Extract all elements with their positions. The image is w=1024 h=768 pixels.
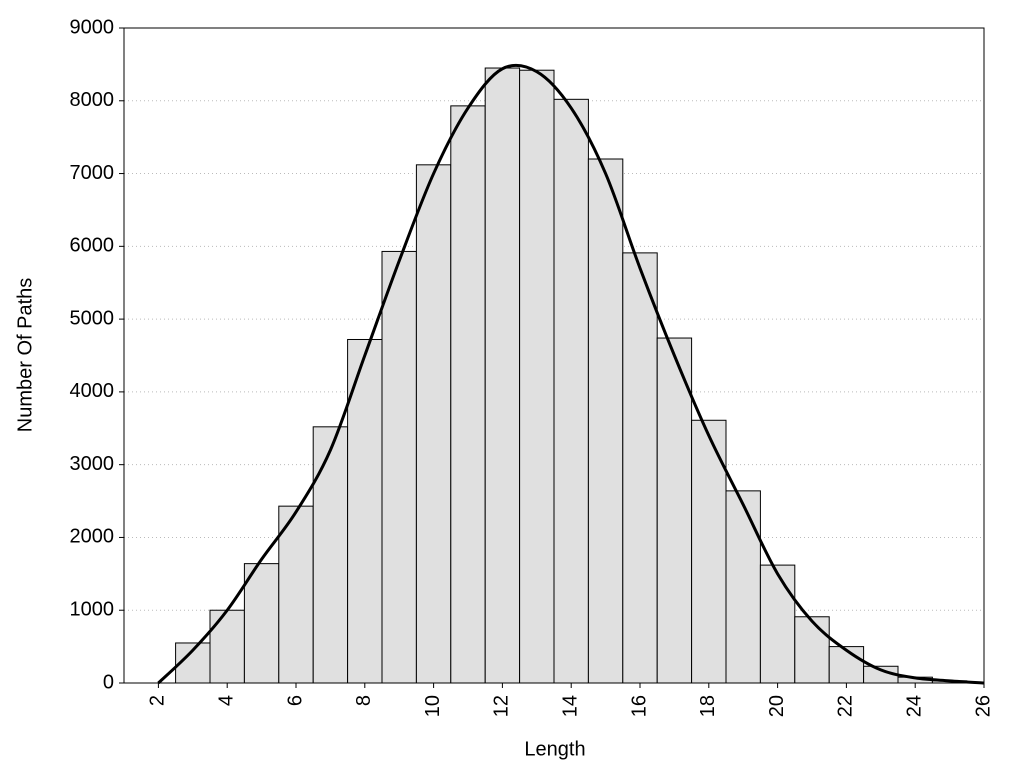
- y-axis-label: Number Of Paths: [14, 278, 36, 433]
- x-tick-label: 20: [766, 695, 788, 717]
- bar: [759, 564, 796, 684]
- y-tick-label: 5000: [70, 307, 115, 329]
- bar: [794, 616, 830, 684]
- bar: [484, 67, 521, 684]
- bar: [381, 250, 417, 684]
- x-tick-label: 2: [147, 695, 169, 706]
- bar: [278, 505, 314, 684]
- x-tick-label: 8: [353, 695, 375, 706]
- plot-frame: [123, 27, 985, 684]
- x-tick-label: 16: [628, 695, 650, 717]
- bar: [622, 252, 658, 684]
- bar: [656, 337, 693, 684]
- x-tick-label: 4: [215, 695, 237, 706]
- x-tick-label: 22: [835, 695, 857, 717]
- y-tick-label: 6000: [70, 235, 115, 257]
- bar: [450, 105, 486, 684]
- y-tick-label: 1000: [70, 599, 115, 621]
- x-axis-label: Length: [524, 738, 585, 760]
- curve: [157, 63, 985, 685]
- bar: [691, 419, 727, 684]
- x-tick-label: 24: [903, 695, 925, 717]
- x-tick-label: 14: [559, 695, 581, 717]
- y-tick-label: 4000: [70, 380, 115, 402]
- bar: [553, 98, 589, 684]
- y-tick-label: 8000: [70, 89, 115, 111]
- y-tick-label: 7000: [70, 162, 115, 184]
- x-tick-label: 10: [422, 695, 444, 717]
- y-tick-label: 9000: [70, 16, 115, 38]
- y-tick-label: 2000: [70, 526, 115, 548]
- bar: [243, 563, 280, 684]
- bar: [519, 69, 555, 684]
- y-tick-label: 0: [103, 671, 114, 693]
- bar: [725, 490, 761, 684]
- bar: [347, 338, 383, 684]
- y-tick-label: 3000: [70, 453, 115, 475]
- x-tick-label: 6: [284, 695, 306, 706]
- bar: [828, 646, 865, 684]
- bar: [587, 158, 624, 684]
- x-tick-label: 26: [972, 695, 994, 717]
- bar: [312, 426, 349, 684]
- bar: [209, 609, 245, 684]
- bar: [415, 164, 452, 684]
- x-tick-label: 12: [491, 695, 513, 717]
- x-tick-label: 18: [697, 695, 719, 717]
